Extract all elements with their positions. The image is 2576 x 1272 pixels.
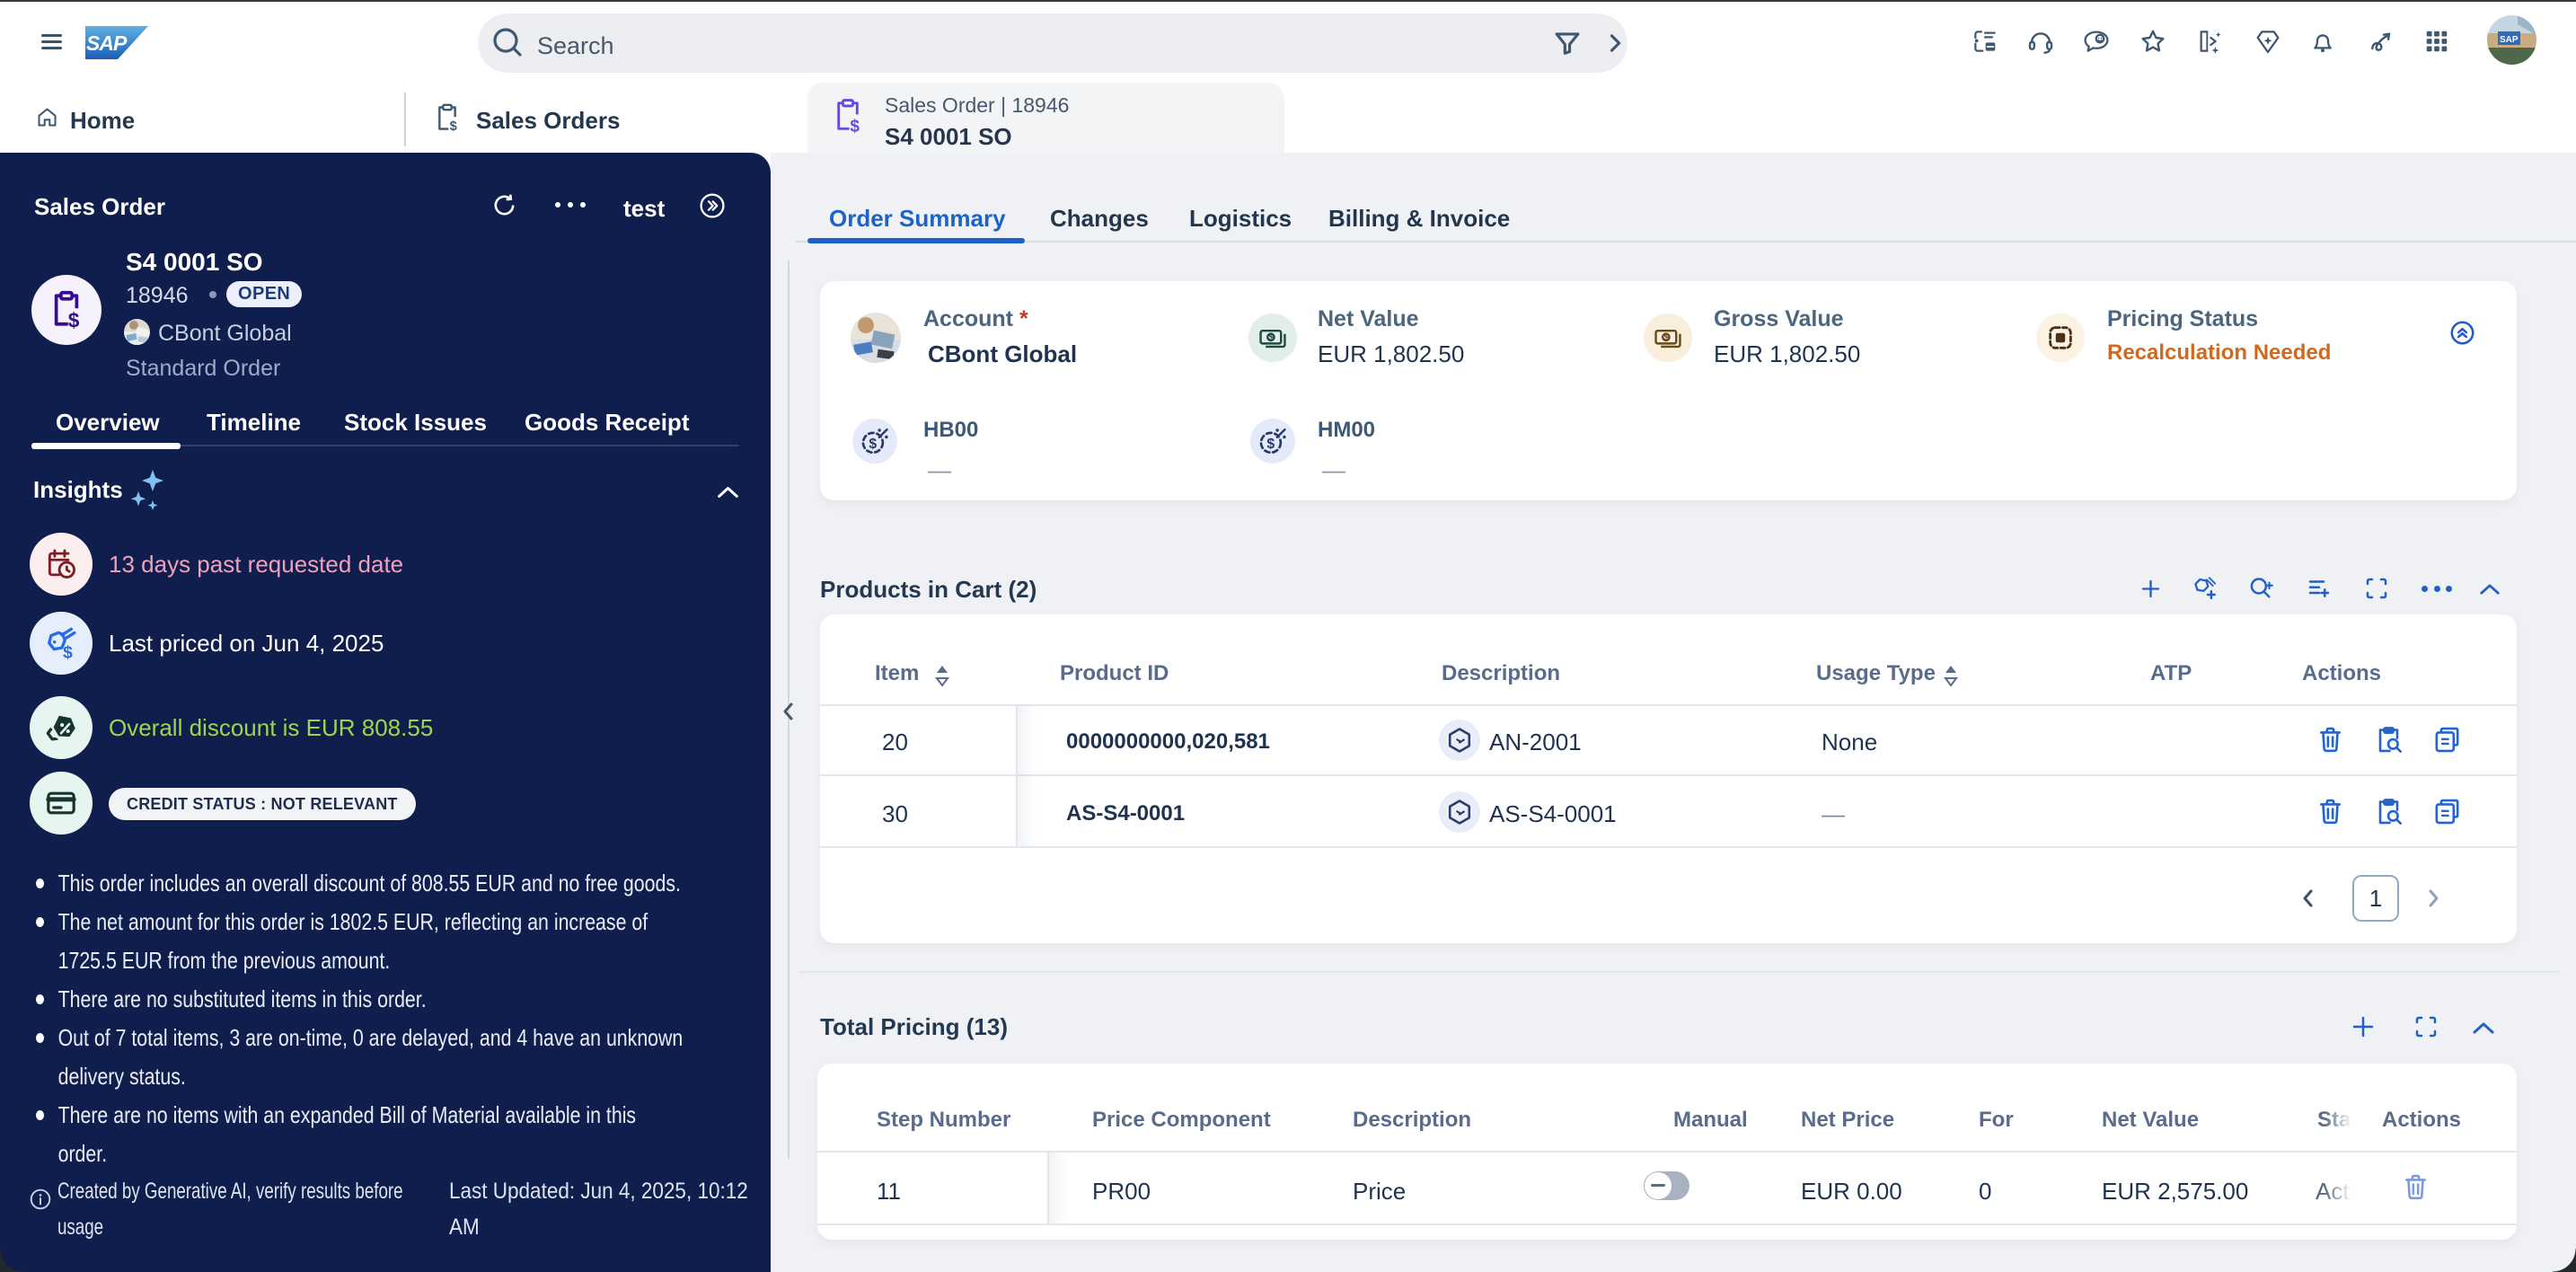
svg-text:$: $ — [1664, 332, 1670, 343]
svg-text:$: $ — [1266, 437, 1275, 452]
svg-text:$: $ — [450, 119, 457, 134]
svg-text:$: $ — [68, 308, 80, 331]
svg-text:SAP: SAP — [86, 31, 128, 55]
svg-text:$: $ — [63, 644, 73, 662]
svg-text:$: $ — [869, 437, 877, 452]
svg-text:$: $ — [850, 117, 860, 135]
svg-text:$: $ — [1269, 332, 1275, 343]
svg-text:SAP: SAP — [2500, 35, 2519, 45]
